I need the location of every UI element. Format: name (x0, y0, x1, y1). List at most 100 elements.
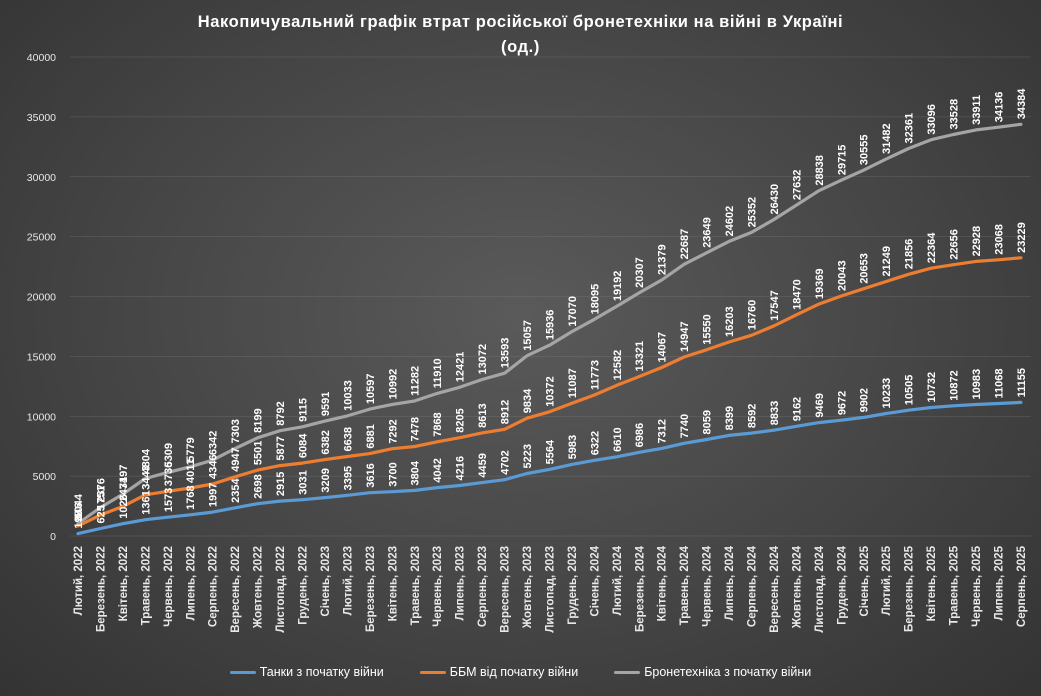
data-label: 10732 (926, 372, 938, 403)
data-label: 2471 (118, 477, 130, 501)
y-tick-label: 20000 (27, 292, 56, 304)
data-label: 28838 (814, 155, 826, 186)
data-label: 8912 (500, 400, 512, 424)
data-label: 12582 (612, 350, 624, 381)
data-label: 10372 (544, 376, 556, 407)
x-axis: Лютий, 2022 Березень, 2022 Квітень, 2022 Тр… (73, 545, 1028, 632)
data-label: 16760 (747, 300, 759, 331)
data-label: 5309 (163, 443, 175, 467)
x-tick-label: Квітень, 2025 (926, 545, 938, 621)
x-tick-label: Червень, 2022 (163, 546, 175, 627)
data-label: 1026 (118, 494, 130, 518)
data-label: 19369 (814, 268, 826, 299)
data-label: 5564 (544, 439, 556, 464)
data-label: 11773 (589, 360, 601, 390)
data-label: 7740 (679, 414, 691, 438)
data-label: 9672 (836, 391, 848, 415)
x-tick-label: Листопад, 2023 (544, 546, 556, 633)
x-tick-label: Грудень, 2024 (836, 545, 848, 624)
data-label: 23649 (702, 217, 714, 248)
data-label: 3395 (342, 466, 354, 490)
data-label: 6084 (298, 433, 310, 458)
data-label: 2354 (230, 477, 242, 502)
data-label: 4459 (477, 453, 489, 477)
data-label: 2376 (95, 478, 107, 502)
data-label: 4216 (455, 456, 467, 480)
data-labels: 198 625 1026 1361 1573 1768 1997 2354 2698 2915 30… (73, 88, 1028, 529)
data-label: 3497 (118, 465, 130, 489)
legend-item: Танки з початку війни (229, 665, 384, 679)
y-tick-label: 40000 (27, 52, 56, 64)
x-tick-label: Січень, 2023 (320, 546, 332, 617)
data-label: 10597 (365, 374, 377, 405)
x-tick-label: Липень, 2024 (724, 545, 736, 620)
data-label: 19192 (612, 271, 624, 302)
data-label: 33911 (971, 95, 983, 125)
data-label: 21379 (657, 244, 669, 275)
data-label: 15057 (522, 320, 534, 351)
data-label: 33528 (949, 99, 961, 130)
legend: Танки з початку війни ББМ від початку вій… (0, 665, 1041, 679)
data-label: 15550 (702, 314, 714, 345)
data-label: 1997 (208, 483, 220, 507)
data-label: 22687 (679, 229, 691, 260)
x-tick-label: Березень, 2023 (365, 546, 377, 632)
x-tick-label: Квітень, 2024 (657, 545, 669, 621)
x-tick-label: Серпень, 2024 (747, 545, 759, 627)
data-label: 8592 (747, 404, 759, 428)
data-label: 11087 (567, 368, 579, 398)
x-tick-label: Серпень, 2023 (477, 546, 489, 627)
x-tick-label: Жовтень, 2024 (791, 545, 803, 629)
x-tick-label: Червень, 2024 (702, 545, 714, 626)
series-line-2 (76, 256, 1023, 528)
data-label: 3736 (163, 462, 175, 486)
data-label: 13593 (500, 338, 512, 369)
data-label: 5983 (567, 435, 579, 459)
x-tick-label: Червень, 2025 (971, 545, 983, 626)
data-label: 8059 (702, 410, 714, 434)
y-tick-label: 30000 (27, 172, 56, 184)
data-label: 7478 (410, 417, 422, 441)
data-label: 11910 (432, 358, 444, 388)
data-label: 9162 (791, 397, 803, 421)
x-tick-label: Травень, 2025 (949, 545, 961, 625)
x-tick-label: Лютий, 2025 (881, 545, 893, 615)
data-label: 7292 (387, 419, 399, 443)
data-label: 15936 (544, 310, 556, 341)
x-tick-label: Травень, 2023 (410, 546, 422, 625)
x-tick-label: Липень, 2023 (455, 546, 467, 620)
x-tick-label: Листопад, 2024 (814, 545, 826, 632)
data-label: 10233 (881, 378, 893, 409)
data-label: 34384 (1016, 88, 1028, 119)
legend-swatch (614, 670, 641, 674)
x-tick-label: Серпень, 2025 (1016, 545, 1028, 627)
x-tick-label: Жовтень, 2023 (522, 546, 534, 629)
x-tick-label: Березень, 2024 (634, 545, 646, 632)
data-label: 14947 (679, 321, 691, 352)
chart-title: Накопичувальний графік втрат російської … (197, 13, 844, 56)
x-tick-label: Лютий, 2024 (612, 545, 624, 615)
y-tick-label: 15000 (27, 351, 56, 363)
data-label: 1751 (95, 486, 107, 510)
y-tick-label: 10000 (27, 411, 56, 423)
x-tick-label: Березень, 2022 (95, 546, 107, 632)
data-label: 13321 (634, 341, 646, 372)
x-tick-label: Вересень, 2024 (769, 545, 781, 632)
legend-item: Бронетехніка з початку війни (614, 665, 811, 679)
data-label: 9834 (522, 388, 534, 413)
data-label: 33096 (926, 104, 938, 135)
data-label: 22364 (926, 232, 938, 263)
data-label: 5223 (522, 444, 534, 468)
data-label: 16203 (724, 306, 736, 337)
data-label: 9902 (859, 388, 871, 412)
x-tick-label: Квітень, 2023 (387, 546, 399, 621)
x-tick-label: Вересень, 2023 (500, 546, 512, 633)
data-label: 8613 (477, 403, 489, 427)
data-label: 10872 (949, 370, 961, 401)
data-label: 198 (73, 510, 85, 528)
data-label: 29715 (836, 145, 848, 176)
y-tick-label: 5000 (33, 471, 57, 483)
data-label: 9469 (814, 393, 826, 417)
data-label: 3804 (410, 460, 422, 485)
data-label: 5501 (253, 441, 265, 465)
